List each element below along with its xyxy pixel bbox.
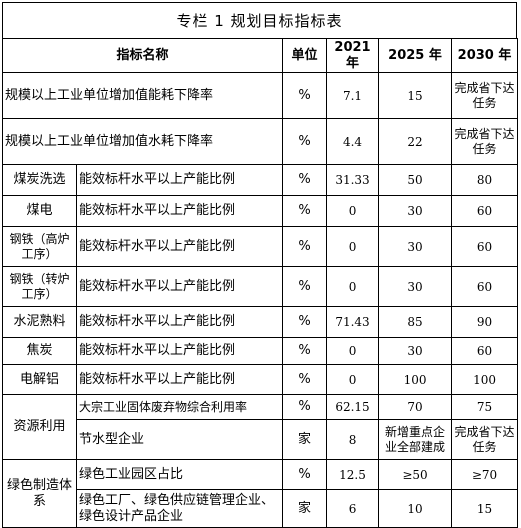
value-2025: 50 xyxy=(378,164,453,196)
table-row: 水泥熟料 能效标杆水平以上产能比例 % 71.43 85 90 xyxy=(2,306,519,338)
header-2021: 2021 年 xyxy=(326,38,380,73)
unit-cell: % xyxy=(282,364,328,395)
value-2030: ≥70 xyxy=(451,459,519,490)
value-2025: ≥50 xyxy=(378,459,453,490)
value-2030: 90 xyxy=(451,306,519,338)
table-row: 煤炭洗选 能效标杆水平以上产能比例 % 31.33 50 80 xyxy=(2,164,519,196)
unit-cell: % xyxy=(282,459,328,490)
value-2030: 60 xyxy=(451,266,519,307)
value-2025: 30 xyxy=(378,266,453,307)
table-row: 规模以上工业单位增加值水耗下降率 % 4.4 22 完成省下达任务 xyxy=(1,118,519,165)
value-2021: 0 xyxy=(326,266,380,307)
indicator-name: 绿色工厂、绿色供应链管理企业、绿色设计产品企业 xyxy=(75,489,284,528)
indicator-name: 能效标杆水平以上产能比例 xyxy=(75,266,284,307)
value-2030: 完成省下达任务 xyxy=(451,419,519,460)
value-2030: 完成省下达任务 xyxy=(451,118,519,165)
unit-cell: % xyxy=(282,164,328,196)
header-unit: 单位 xyxy=(282,38,328,73)
value-2021: 7.1 xyxy=(326,72,380,119)
unit-cell: % xyxy=(282,226,328,267)
table-row: 规模以上工业单位增加值能耗下降率 % 7.1 15 完成省下达任务 xyxy=(1,72,519,119)
value-2030: 80 xyxy=(451,164,519,196)
table-title: 专栏 1 规划目标指标表 xyxy=(2,2,517,39)
value-2025: 新增重点企业全部建成 xyxy=(378,419,453,460)
header-2030: 2030 年 xyxy=(451,38,519,73)
value-2025: 100 xyxy=(378,364,453,395)
category-cell: 水泥熟料 xyxy=(2,306,77,338)
value-2030: 100 xyxy=(451,364,519,395)
category-cell: 钢铁（高炉工序） xyxy=(2,226,77,267)
category-cell: 煤炭洗选 xyxy=(2,164,77,196)
table-row: 钢铁（高炉工序） 能效标杆水平以上产能比例 % 0 30 60 xyxy=(2,226,519,267)
category-cell: 资源利用 xyxy=(2,394,77,460)
value-2030: 60 xyxy=(451,337,519,365)
value-2021: 0 xyxy=(326,337,380,365)
indicator-name: 能效标杆水平以上产能比例 xyxy=(75,195,284,227)
value-2021: 8 xyxy=(326,419,380,460)
category-cell: 绿色制造体系 xyxy=(2,459,77,528)
table-row: 电解铝 能效标杆水平以上产能比例 % 0 100 100 xyxy=(2,364,519,395)
table-row: 煤电 能效标杆水平以上产能比例 % 0 30 60 xyxy=(2,195,519,227)
value-2030: 75 xyxy=(451,394,519,420)
table-row: 焦炭 能效标杆水平以上产能比例 % 0 30 60 xyxy=(2,337,519,365)
value-2030: 60 xyxy=(451,226,519,267)
value-2030: 15 xyxy=(451,489,519,528)
indicator-name: 能效标杆水平以上产能比例 xyxy=(75,337,284,365)
unit-cell: 家 xyxy=(282,419,328,460)
table-row: 节水型企业 家 8 新增重点企业全部建成 完成省下达任务 xyxy=(3,419,519,460)
value-2021: 0 xyxy=(326,226,380,267)
value-2021: 6 xyxy=(326,489,380,528)
header-row: 指标名称 单位 2021 年 2025 年 2030 年 xyxy=(1,38,519,73)
category-cell: 焦炭 xyxy=(2,337,77,365)
value-2025: 30 xyxy=(378,226,453,267)
header-name: 指标名称 xyxy=(1,38,284,73)
indicator-name: 节水型企业 xyxy=(75,419,284,460)
table-row: 钢铁（转炉工序） 能效标杆水平以上产能比例 % 0 30 60 xyxy=(2,266,519,307)
category-cell: 煤电 xyxy=(2,195,77,227)
table-row: 绿色制造体系 绿色工业园区占比 % 12.5 ≥50 ≥70 xyxy=(2,459,519,528)
indicator-name: 能效标杆水平以上产能比例 xyxy=(75,164,284,196)
value-2021: 0 xyxy=(326,364,380,395)
indicator-name: 规模以上工业单位增加值水耗下降率 xyxy=(1,118,284,165)
value-2025: 30 xyxy=(378,337,453,365)
indicator-name: 大宗工业固体废弃物综合利用率 xyxy=(75,394,284,420)
value-2021: 4.4 xyxy=(326,118,380,165)
indicator-name: 能效标杆水平以上产能比例 xyxy=(75,364,284,395)
unit-cell: % xyxy=(282,195,328,227)
value-2025: 30 xyxy=(378,195,453,227)
value-2021: 71.43 xyxy=(326,306,380,338)
unit-cell: % xyxy=(282,72,328,119)
table-row: 资源利用 大宗工业固体废弃物综合利用率 % 62.15 70 75 xyxy=(2,394,519,460)
value-2021: 31.33 xyxy=(326,164,380,196)
value-2025: 70 xyxy=(378,394,453,420)
value-2021: 0 xyxy=(326,195,380,227)
category-cell: 钢铁（转炉工序） xyxy=(2,266,77,307)
indicator-name: 规模以上工业单位增加值能耗下降率 xyxy=(1,72,284,119)
unit-cell: % xyxy=(282,394,328,420)
table-row: 绿色工厂、绿色供应链管理企业、绿色设计产品企业 家 6 10 15 xyxy=(3,489,519,528)
unit-cell: 家 xyxy=(282,489,328,528)
indicator-name: 绿色工业园区占比 xyxy=(75,459,284,490)
header-2025: 2025 年 xyxy=(378,38,453,73)
category-cell: 电解铝 xyxy=(2,364,77,395)
unit-cell: % xyxy=(282,337,328,365)
value-2025: 22 xyxy=(378,118,453,165)
indicator-name: 能效标杆水平以上产能比例 xyxy=(75,226,284,267)
unit-cell: % xyxy=(282,306,328,338)
value-2025: 15 xyxy=(378,72,453,119)
value-2025: 85 xyxy=(378,306,453,338)
indicator-table: 指标名称 单位 2021 年 2025 年 2030 年 规模以上工业单位增加值… xyxy=(1,38,519,528)
indicator-name: 能效标杆水平以上产能比例 xyxy=(75,306,284,338)
value-2025: 10 xyxy=(378,489,453,528)
value-2030: 完成省下达任务 xyxy=(451,72,519,119)
value-2021: 62.15 xyxy=(326,394,380,420)
unit-cell: % xyxy=(282,266,328,307)
value-2030: 60 xyxy=(451,195,519,227)
unit-cell: % xyxy=(282,118,328,165)
value-2021: 12.5 xyxy=(326,459,380,490)
